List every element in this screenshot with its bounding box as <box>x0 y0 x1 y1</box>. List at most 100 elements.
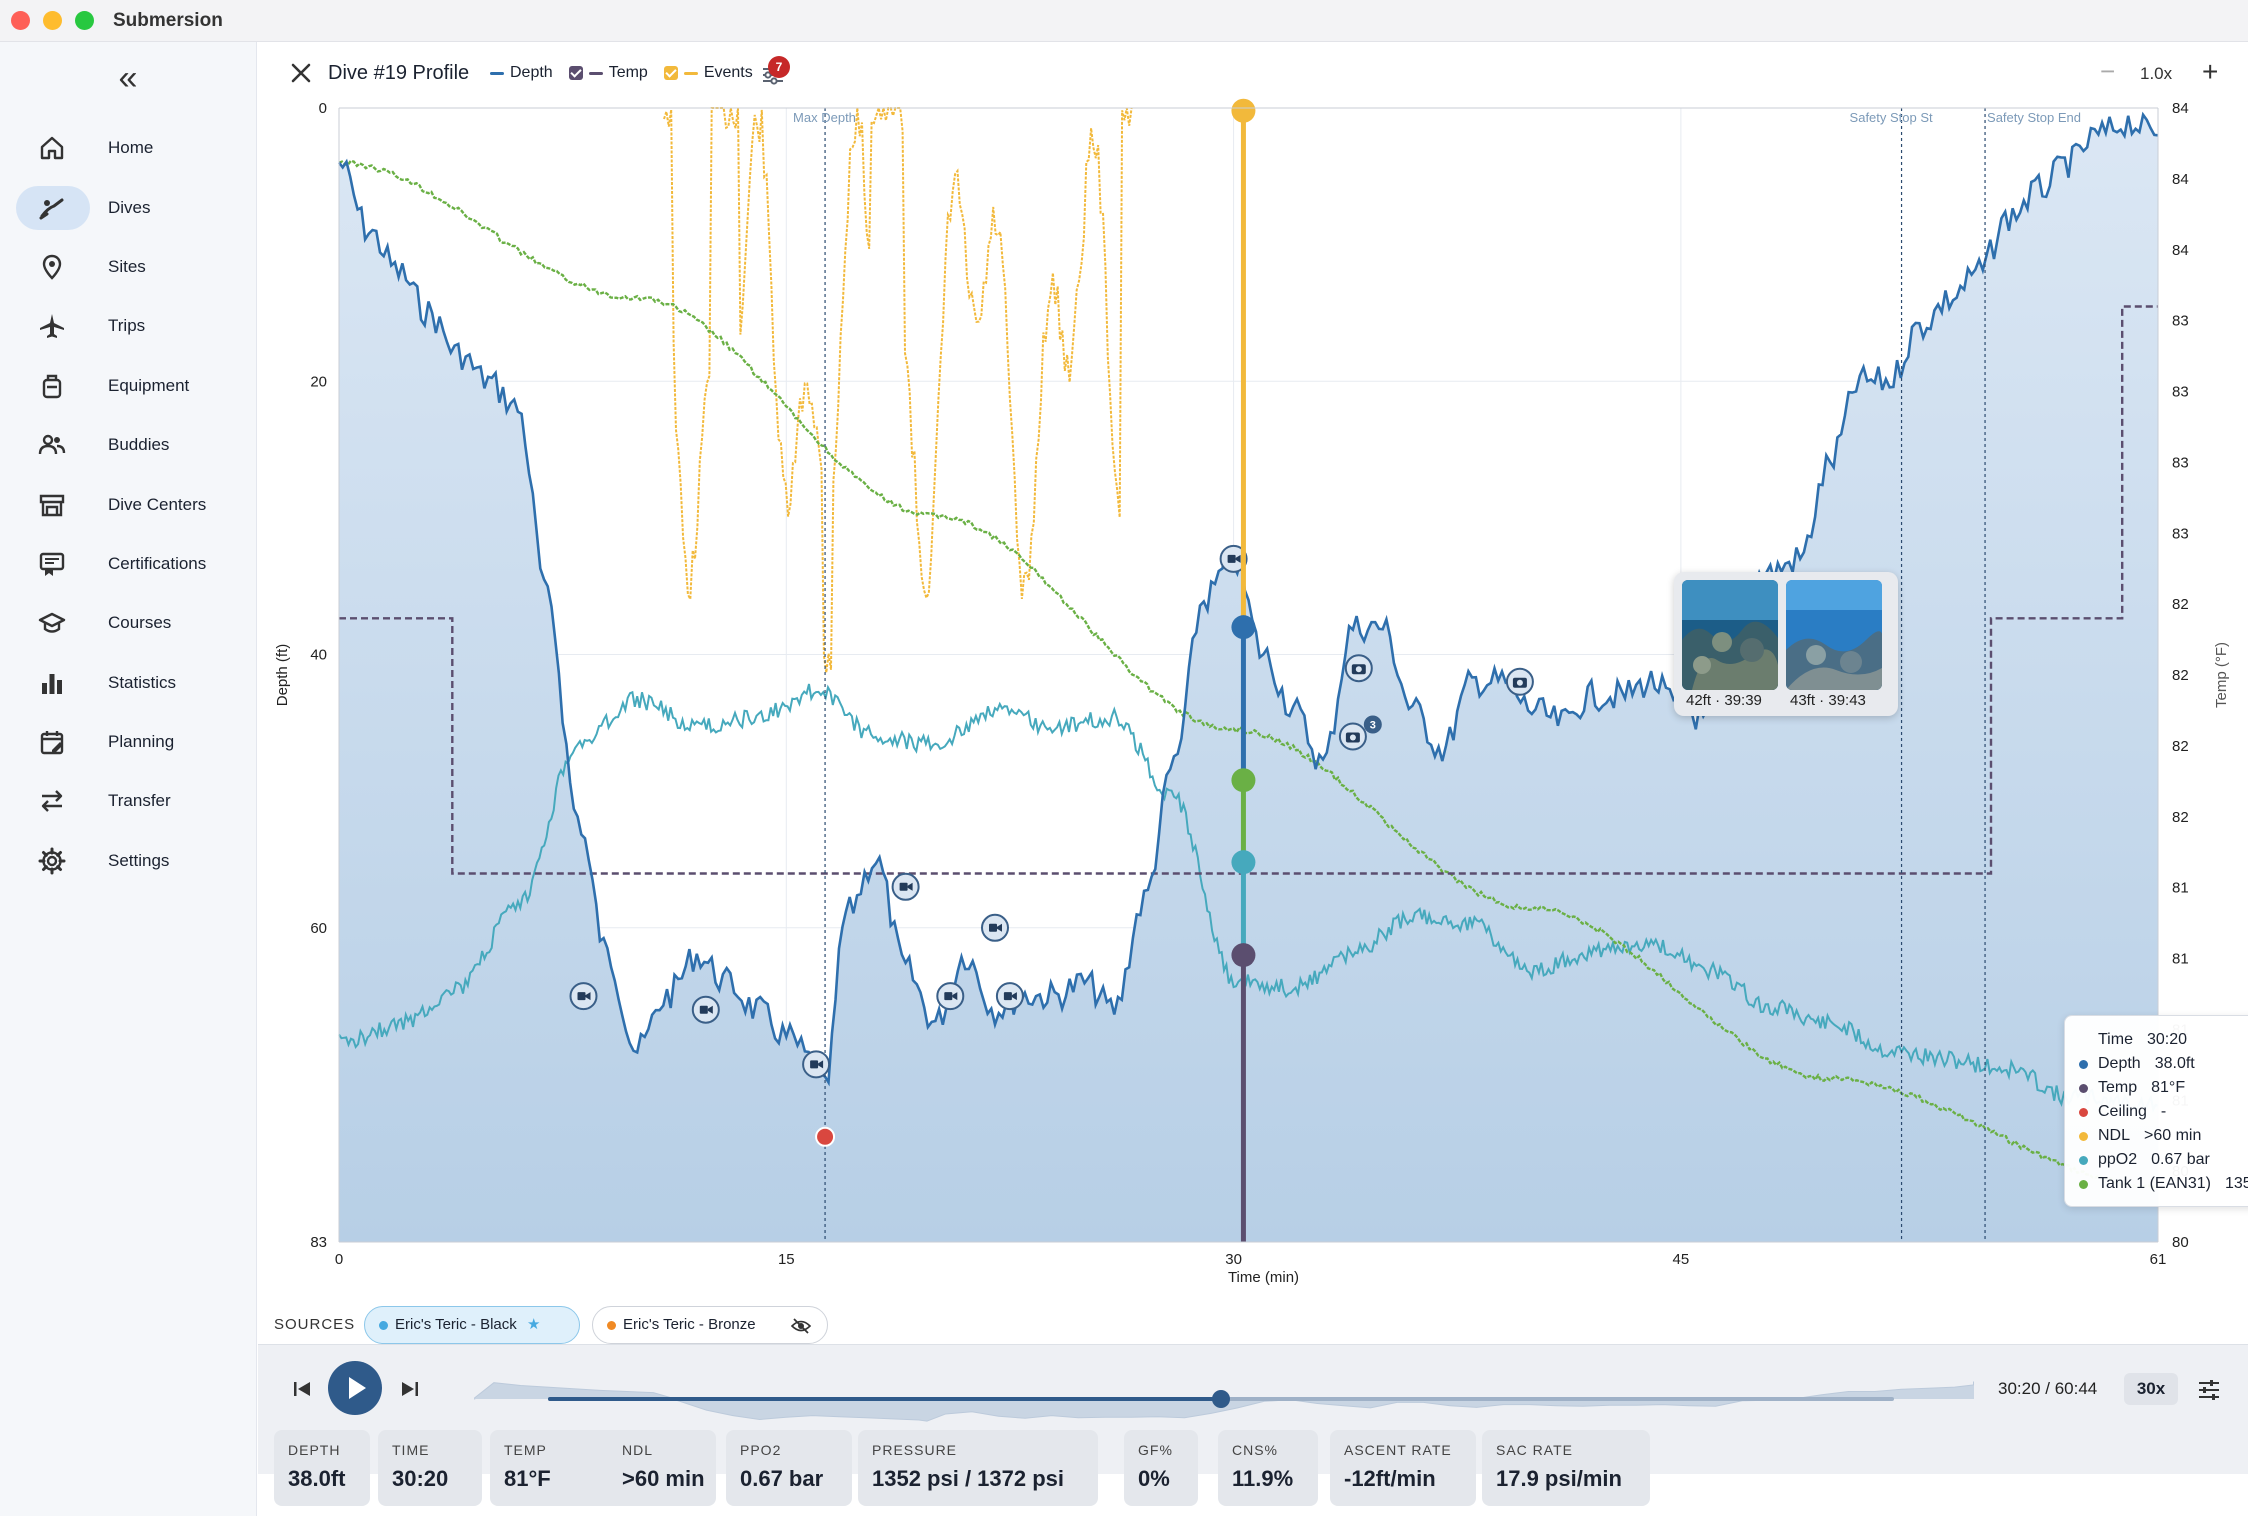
playback-speed-button[interactable]: 30x <box>2124 1373 2178 1405</box>
title-bar: Submersion <box>0 0 2248 42</box>
temp-checkbox[interactable] <box>568 66 583 80</box>
x-tick-label: 0 <box>335 1251 343 1268</box>
metric-label: ASCENT RATE <box>1344 1442 1452 1458</box>
sidebar-item-courses[interactable]: Courses <box>16 601 236 645</box>
zoom-in-button[interactable]: + <box>2202 56 2219 87</box>
metric-value: >60 min <box>622 1466 705 1491</box>
nav-icon-highlight <box>16 601 90 645</box>
video-event-icon[interactable] <box>995 982 1024 1011</box>
video-event-icon[interactable] <box>1219 544 1248 573</box>
people-icon <box>38 434 66 455</box>
video-event-icon[interactable] <box>981 913 1009 942</box>
ppo2-series-line <box>338 683 2159 1113</box>
skip-next-icon[interactable] <box>398 1377 422 1401</box>
y2-tick-label: 82 <box>2172 809 2189 826</box>
tooltip-label: Temp <box>2098 1079 2138 1096</box>
sidebar-item-home[interactable]: Home <box>16 126 236 170</box>
collapse-sidebar-icon[interactable]: « <box>118 59 138 97</box>
tooltip-value: 0.67 bar <box>2151 1151 2210 1168</box>
main-content: Max Depth Safety Stop St Safety Stop End 3 0… <box>258 42 2248 1516</box>
tooltip-row: Ceiling - <box>2079 1100 2248 1124</box>
store-icon <box>39 494 65 517</box>
window-minimize-button[interactable] <box>43 11 62 30</box>
sidebar-item-sites[interactable]: Sites <box>16 245 236 289</box>
video-event-icon[interactable] <box>569 982 598 1011</box>
sidebar-item-dives[interactable]: Dives <box>16 186 236 230</box>
sidebar-item-transfer[interactable]: Transfer <box>16 779 236 823</box>
tooltip-row: ppO2 0.67 bar <box>2079 1148 2248 1172</box>
video-event-icon[interactable] <box>691 995 720 1024</box>
zoom-out-button[interactable]: − <box>2100 56 2116 86</box>
photo-event-icon[interactable] <box>1338 722 1367 751</box>
metric-label: TEMP <box>504 1442 547 1458</box>
photo-event-icon[interactable] <box>1505 667 1534 696</box>
metric-value: 30:20 <box>392 1466 449 1491</box>
sidebar-item-trips[interactable]: Trips <box>16 304 236 348</box>
source-chip-black[interactable]: Eric's Teric - Black ★ <box>364 1306 580 1344</box>
swap-icon <box>41 790 63 812</box>
tune-icon[interactable] <box>2196 1377 2222 1403</box>
sidebar-item-statistics[interactable]: Statistics <box>16 661 236 705</box>
photo-event-icon[interactable] <box>1344 654 1373 683</box>
skip-previous-icon[interactable] <box>290 1377 314 1401</box>
metric-label: PPO2 <box>740 1442 782 1458</box>
sidebar-item-buddies[interactable]: Buddies <box>16 423 236 467</box>
school-icon <box>38 612 66 633</box>
photo-thumbnail[interactable] <box>1682 580 1778 690</box>
close-icon[interactable] <box>288 60 314 86</box>
cursor-temp-dot[interactable] <box>1231 943 1256 968</box>
dive-profile-chart[interactable]: Max Depth Safety Stop St Safety Stop End30… <box>258 42 2248 1302</box>
metric-value: 11.9% <box>1232 1466 1294 1491</box>
events-checkbox[interactable] <box>663 66 678 80</box>
play-button[interactable] <box>328 1361 382 1415</box>
cursor-ppo2-dot[interactable] <box>1231 850 1256 875</box>
diver-icon <box>39 198 64 220</box>
zoom-level: 1.0x <box>2140 64 2173 83</box>
legend-temp[interactable]: Temp <box>568 64 648 82</box>
metric-card-pressure: PRESSURE 1352 psi / 1372 psi <box>858 1430 1098 1506</box>
photo-cluster-badge[interactable]: 3 <box>1363 715 1382 734</box>
legend-events[interactable]: Events <box>663 64 753 82</box>
cursor-tank-dot[interactable] <box>1231 768 1256 793</box>
source-chip-bronze[interactable]: Eric's Teric - Bronze <box>592 1306 828 1344</box>
metric-value: -12ft/min <box>1344 1466 1436 1491</box>
tooltip-row-time: Time 30:20 <box>2079 1028 2248 1052</box>
y2-tick-label: 82 <box>2172 738 2189 755</box>
tank-icon <box>42 374 62 399</box>
window-maximize-button[interactable] <box>75 11 94 30</box>
photo-preview-popup[interactable]: 42ft · 39:39 43ft · 39:43 <box>1674 572 1898 716</box>
app-title: Submersion <box>113 10 223 31</box>
sidebar-item-settings[interactable]: Settings <box>16 839 236 883</box>
sidebar-item-dive-centers[interactable]: Dive Centers <box>16 483 236 527</box>
video-event-icon[interactable] <box>802 1050 831 1079</box>
max-depth-marker[interactable] <box>815 1126 836 1147</box>
sidebar-item-certifications[interactable]: Certifications <box>16 542 236 586</box>
metric-card-sac-rate: SAC RATE 17.9 psi/min <box>1482 1430 1650 1506</box>
tooltip-row: Tank 1 (EAN31) 1352 psi <box>2079 1172 2248 1196</box>
sidebar-item-label: Statistics <box>108 673 177 692</box>
tooltip-value: 81°F <box>2151 1079 2186 1096</box>
y2-tick-label: 84 <box>2172 100 2189 117</box>
video-event-icon[interactable] <box>891 872 920 901</box>
nav-icon-highlight <box>16 364 90 408</box>
window-close-button[interactable] <box>11 11 30 30</box>
card-icon <box>39 552 65 576</box>
metric-card-gf-: GF% 0% <box>1124 1430 1198 1506</box>
scrubber-handle[interactable] <box>1212 1390 1230 1408</box>
sidebar-item-equipment[interactable]: Equipment <box>16 364 236 408</box>
visibility-off-icon[interactable] <box>791 1317 811 1335</box>
calendar-edit-icon <box>40 731 64 755</box>
x-tick-label: 61 <box>2150 1251 2167 1268</box>
photo-thumbnail[interactable] <box>1786 580 1882 690</box>
nav-icon-highlight <box>16 779 90 823</box>
tooltip-label: Tank 1 (EAN31) <box>2098 1175 2211 1192</box>
sidebar-item-planning[interactable]: Planning <box>16 720 236 764</box>
y2-tick-label: 81 <box>2172 951 2189 968</box>
depth-series-line <box>337 111 2159 1087</box>
cursor-ndl-dot[interactable] <box>1231 98 1256 123</box>
cursor-depth-dot[interactable] <box>1231 615 1256 640</box>
timeline-scrubber[interactable] <box>474 1349 1974 1439</box>
video-event-icon[interactable] <box>936 982 965 1011</box>
legend-depth[interactable]: Depth <box>490 64 553 82</box>
tooltip-label: ppO2 <box>2098 1151 2138 1168</box>
